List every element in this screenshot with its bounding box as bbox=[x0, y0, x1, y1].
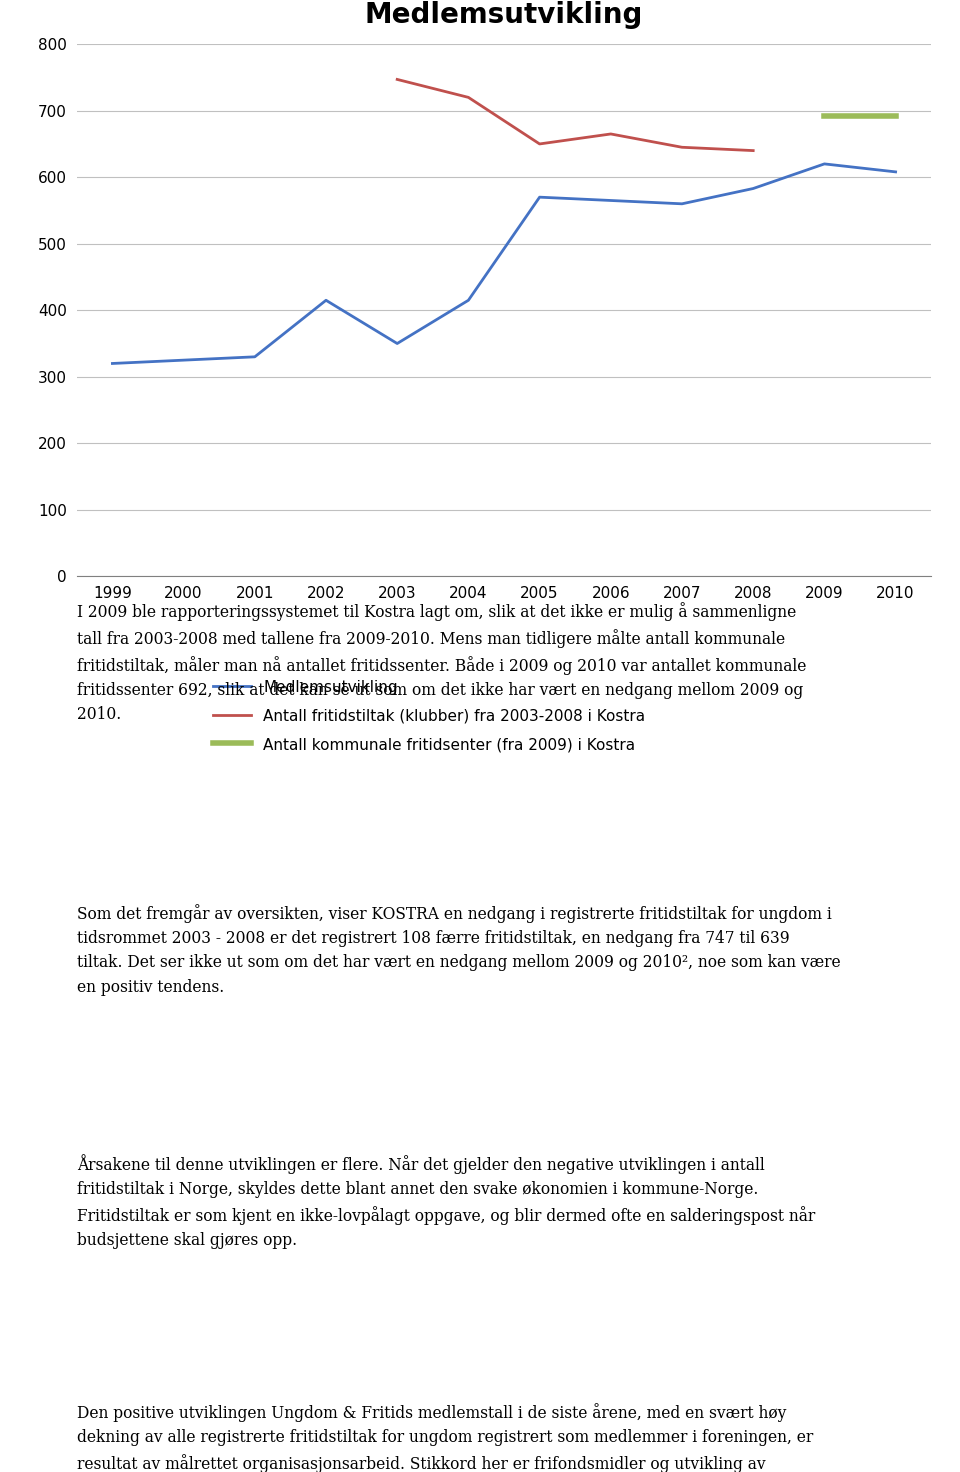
Text: Som det fremgår av oversikten, viser KOSTRA en nedgang i registrerte fritidstilt: Som det fremgår av oversikten, viser KOS… bbox=[77, 904, 840, 995]
Title: Medlemsutvikling: Medlemsutvikling bbox=[365, 1, 643, 29]
Text: Den positive utviklingen Ungdom & Fritids medlemstall i de siste årene, med en s: Den positive utviklingen Ungdom & Fritid… bbox=[77, 1403, 813, 1472]
Text: I 2009 ble rapporteringssystemet til Kostra lagt om, slik at det ikke er mulig å: I 2009 ble rapporteringssystemet til Kos… bbox=[77, 602, 806, 723]
Legend: Medlemsutvikling, Antall fritidstiltak (klubber) fra 2003-2008 i Kostra, Antall : Medlemsutvikling, Antall fritidstiltak (… bbox=[212, 680, 645, 752]
Text: Årsakene til denne utviklingen er flere. Når det gjelder den negative utviklinge: Årsakene til denne utviklingen er flere.… bbox=[77, 1154, 815, 1248]
